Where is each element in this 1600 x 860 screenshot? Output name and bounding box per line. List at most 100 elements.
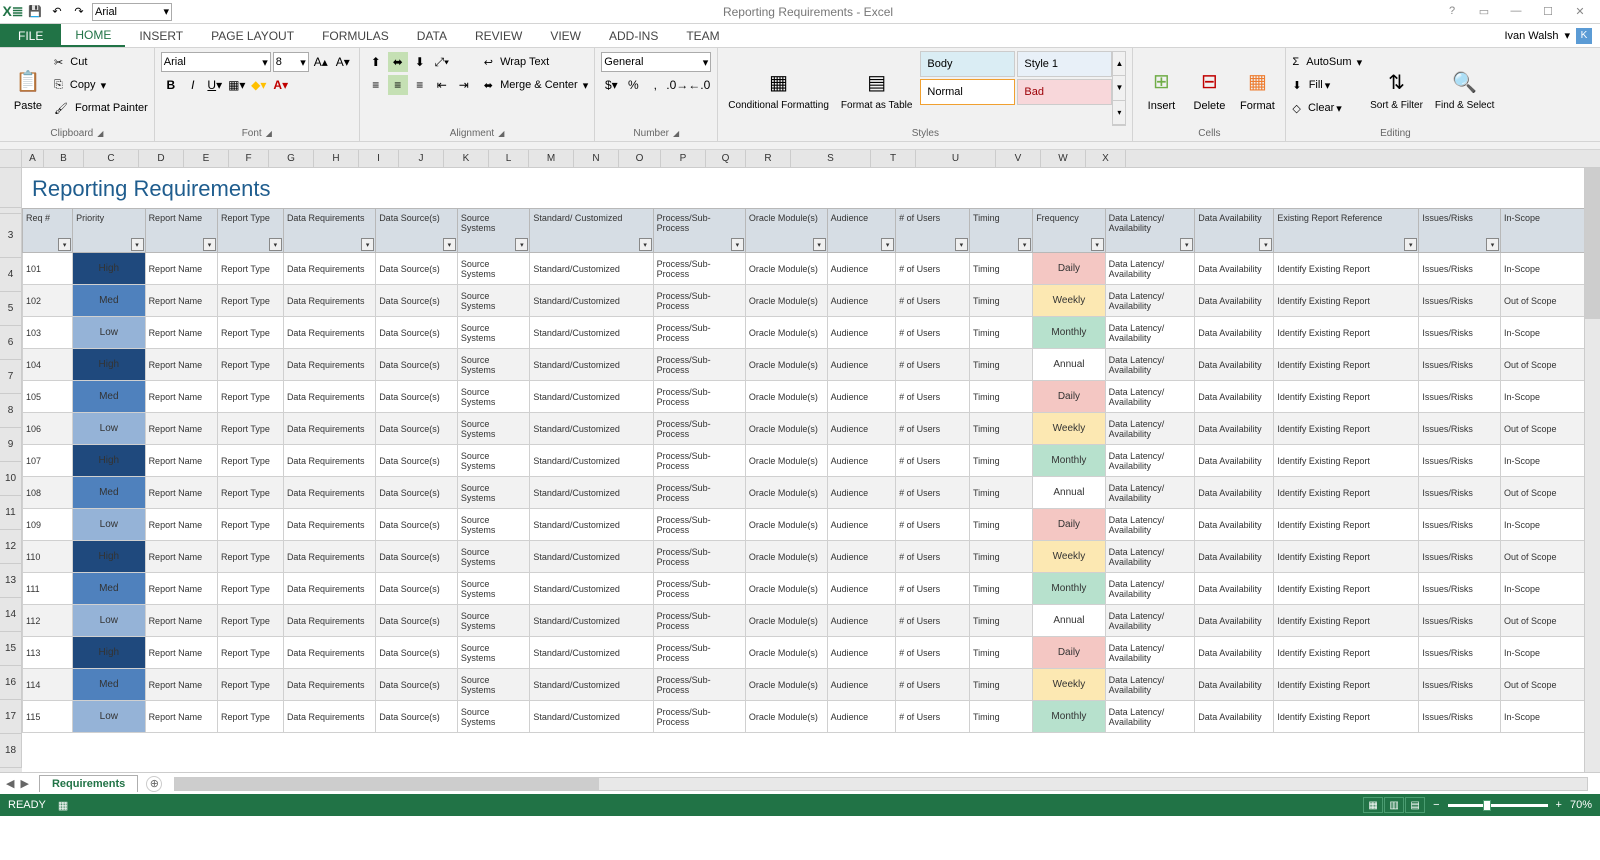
cell[interactable]: Timing [969,381,1032,413]
cell[interactable]: Oracle Module(s) [745,317,827,349]
cell[interactable]: Identify Existing Report [1274,349,1419,381]
cell[interactable]: Data Availability [1195,413,1274,445]
cell[interactable]: 109 [23,509,73,541]
cell[interactable]: Data Availability [1195,317,1274,349]
cell[interactable]: # of Users [896,541,970,573]
increase-decimal-icon[interactable]: .0→ [667,75,687,95]
cell[interactable]: Med [73,381,145,413]
cell[interactable]: Report Type [218,285,284,317]
cell[interactable]: Issues/Risks [1419,637,1501,669]
cell[interactable]: Standard/Customized [530,317,653,349]
cell[interactable]: Data Availability [1195,637,1274,669]
cell[interactable]: Data Latency/ Availability [1105,573,1195,605]
cell[interactable]: Identify Existing Report [1274,669,1419,701]
filter-icon[interactable]: ▾ [443,238,456,251]
cell[interactable]: Audience [827,253,896,285]
cell[interactable]: # of Users [896,349,970,381]
style-bad[interactable]: Bad [1017,79,1112,105]
cell[interactable]: Issues/Risks [1419,317,1501,349]
cell[interactable]: Data Latency/ Availability [1105,381,1195,413]
cell[interactable]: Data Requirements [283,637,375,669]
cell[interactable]: # of Users [896,637,970,669]
table-row[interactable]: 101HighReport NameReport TypeData Requir… [23,253,1600,285]
cell[interactable]: Process/Sub-Process [653,253,745,285]
ribbon-options-icon[interactable]: ▭ [1472,5,1496,18]
cell[interactable]: Audience [827,285,896,317]
filter-icon[interactable]: ▾ [1018,238,1031,251]
filter-icon[interactable]: ▾ [813,238,826,251]
format-cells-button[interactable]: ▦Format [1235,51,1279,126]
cell[interactable]: Identify Existing Report [1274,701,1419,733]
user-area[interactable]: Ivan Walsh ▾ K [1496,24,1600,47]
cell[interactable]: Issues/Risks [1419,509,1501,541]
cell[interactable]: Data Latency/ Availability [1105,445,1195,477]
cell[interactable]: Standard/Customized [530,637,653,669]
cell[interactable]: Standard/Customized [530,381,653,413]
cell[interactable]: Audience [827,477,896,509]
orientation-icon[interactable]: ⤢▾ [432,52,452,72]
column-header[interactable]: Data Availability▾ [1195,209,1274,253]
tab-home[interactable]: HOME [61,24,125,47]
cell[interactable]: Low [73,605,145,637]
cell[interactable]: Data Requirements [283,413,375,445]
cell[interactable]: Source Systems [457,541,529,573]
tab-insert[interactable]: INSERT [125,24,197,47]
cell[interactable]: Report Type [218,541,284,573]
cell[interactable]: High [73,445,145,477]
cell[interactable]: Standard/Customized [530,605,653,637]
cell[interactable]: Audience [827,573,896,605]
tab-formulas[interactable]: FORMULAS [308,24,403,47]
cell[interactable]: Standard/Customized [530,445,653,477]
cell[interactable]: Issues/Risks [1419,413,1501,445]
cell[interactable]: Issues/Risks [1419,541,1501,573]
cell[interactable]: Data Source(s) [376,413,458,445]
cell[interactable]: Data Requirements [283,349,375,381]
cell[interactable]: 104 [23,349,73,381]
cell[interactable]: Data Source(s) [376,509,458,541]
filter-icon[interactable]: ▾ [731,238,744,251]
cell[interactable]: Process/Sub-Process [653,477,745,509]
cell[interactable]: Report Name [145,573,217,605]
column-header[interactable]: # of Users▾ [896,209,970,253]
cell[interactable]: Source Systems [457,509,529,541]
cell[interactable]: Annual [1033,605,1105,637]
macro-icon[interactable]: ▦ [58,799,68,812]
cell[interactable]: Data Availability [1195,477,1274,509]
cell[interactable]: Process/Sub-Process [653,701,745,733]
cell[interactable]: Timing [969,509,1032,541]
cell[interactable]: Identify Existing Report [1274,509,1419,541]
cell[interactable]: Data Requirements [283,317,375,349]
cell[interactable]: Daily [1033,381,1105,413]
cell[interactable]: Process/Sub-Process [653,541,745,573]
cell[interactable]: Audience [827,605,896,637]
decrease-decimal-icon[interactable]: ←.0 [689,75,709,95]
cell[interactable]: Report Type [218,477,284,509]
cell[interactable]: Standard/Customized [530,541,653,573]
cell[interactable]: Identify Existing Report [1274,541,1419,573]
cell[interactable]: Standard/Customized [530,669,653,701]
tab-page-layout[interactable]: PAGE LAYOUT [197,24,308,47]
find-select-button[interactable]: 🔍Find & Select [1431,51,1498,126]
cell[interactable]: Source Systems [457,349,529,381]
cell[interactable]: Monthly [1033,573,1105,605]
cell[interactable]: Weekly [1033,413,1105,445]
cell[interactable]: Data Latency/ Availability [1105,637,1195,669]
cell[interactable]: Data Latency/ Availability [1105,509,1195,541]
cell[interactable]: Identify Existing Report [1274,573,1419,605]
tab-view[interactable]: VIEW [536,24,595,47]
cell[interactable]: Standard/Customized [530,349,653,381]
cell[interactable]: Standard/Customized [530,573,653,605]
table-row[interactable]: 104HighReport NameReport TypeData Requir… [23,349,1600,381]
scroll-thumb[interactable] [1585,168,1600,319]
cell[interactable]: High [73,637,145,669]
comma-icon[interactable]: , [645,75,665,95]
cell[interactable]: Med [73,669,145,701]
table-row[interactable]: 105MedReport NameReport TypeData Require… [23,381,1600,413]
tab-add-ins[interactable]: ADD-INS [595,24,672,47]
cell[interactable]: Data Source(s) [376,701,458,733]
cell[interactable]: # of Users [896,509,970,541]
filter-icon[interactable]: ▾ [58,238,71,251]
cell[interactable]: Report Type [218,381,284,413]
paste-button[interactable]: 📋 Paste [6,51,50,126]
cell[interactable]: High [73,253,145,285]
